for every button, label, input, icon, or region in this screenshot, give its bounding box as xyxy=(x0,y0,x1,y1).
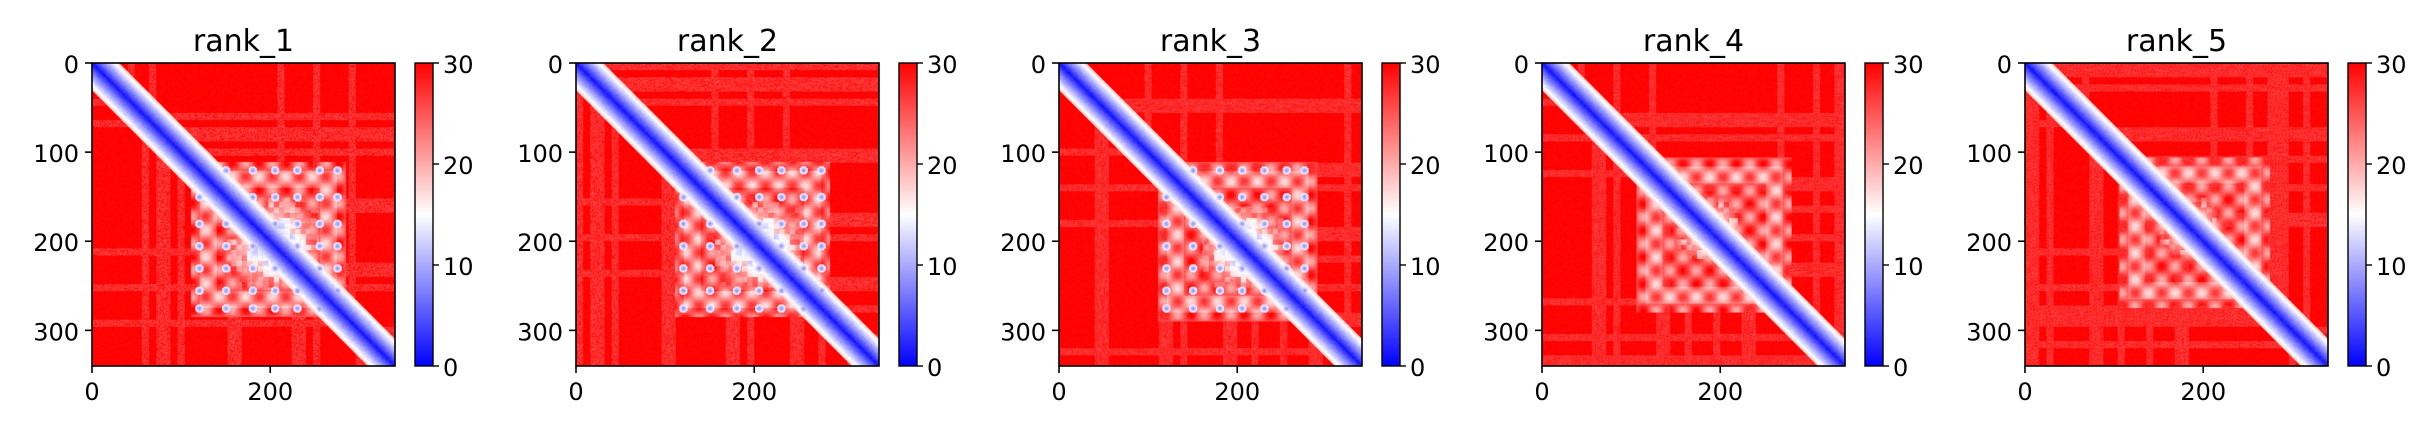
x-tick-label: 0 xyxy=(1534,378,1549,406)
y-tick-label: 300 xyxy=(1000,318,1046,346)
subplot-title: rank_4 xyxy=(1643,24,1744,59)
y-tick-label: 100 xyxy=(33,140,79,168)
subplot-title: rank_2 xyxy=(677,24,778,59)
heatmap-image xyxy=(576,63,879,366)
axes-frame xyxy=(575,62,880,367)
y-tick-label: 300 xyxy=(33,318,79,346)
colorbar-tick-label: 0 xyxy=(1410,354,1425,382)
colorbar-tick-label: 20 xyxy=(443,152,474,180)
subplot-2: rank_2 0 100 200 300 0 200 0 10 20 30 xyxy=(517,24,957,406)
colorbar xyxy=(414,62,434,367)
y-tick-label: 200 xyxy=(1966,229,2012,257)
colorbar-tick-label: 0 xyxy=(443,354,458,382)
subplot-title: rank_5 xyxy=(2126,24,2227,59)
x-tick-label: 200 xyxy=(1214,378,1260,406)
subplot-3: rank_3 0 100 200 300 0 200 0 10 20 30 xyxy=(1000,24,1440,406)
colorbar-tick-label: 10 xyxy=(1893,253,1924,281)
colorbar xyxy=(898,62,918,367)
subplot-5: rank_5 0 100 200 300 0 200 0 10 20 30 xyxy=(1966,24,2406,406)
colorbar-tick-label: 10 xyxy=(2376,253,2407,281)
colorbar-tick-label: 20 xyxy=(1893,152,1924,180)
colorbar xyxy=(1381,62,1401,367)
axes-frame xyxy=(2024,62,2329,367)
colorbar-tick-label: 20 xyxy=(1410,152,1441,180)
subplot-title: rank_1 xyxy=(193,24,294,59)
y-tick-label: 0 xyxy=(1031,51,1046,79)
colorbar xyxy=(1864,62,1884,367)
colorbar-tick-label: 10 xyxy=(443,253,474,281)
axes-frame xyxy=(1058,62,1363,367)
y-tick-label: 100 xyxy=(1000,140,1046,168)
y-tick-label: 200 xyxy=(1000,229,1046,257)
subplot-4: rank_4 0 100 200 300 0 200 0 10 20 30 xyxy=(1483,24,1923,406)
y-tick-label: 300 xyxy=(517,318,563,346)
y-tick-label: 200 xyxy=(517,229,563,257)
y-tick-label: 300 xyxy=(1483,318,1529,346)
y-tick-label: 100 xyxy=(1483,140,1529,168)
colorbar-tick-label: 20 xyxy=(927,152,958,180)
colorbar-tick-label: 30 xyxy=(927,51,958,79)
x-tick-label: 200 xyxy=(1697,378,1743,406)
y-tick-label: 200 xyxy=(1483,229,1529,257)
colorbar-tick-label: 0 xyxy=(927,354,942,382)
x-tick-label: 0 xyxy=(568,378,583,406)
colorbar-tick-label: 0 xyxy=(2376,354,2391,382)
y-tick-label: 100 xyxy=(1966,140,2012,168)
colorbar-tick-label: 30 xyxy=(443,51,474,79)
colorbar-tick-label: 30 xyxy=(1893,51,1924,79)
heatmap-image xyxy=(1059,63,1362,366)
y-tick-label: 0 xyxy=(1514,51,1529,79)
y-tick-label: 200 xyxy=(33,229,79,257)
y-tick-label: 0 xyxy=(548,51,563,79)
subplot-title: rank_3 xyxy=(1160,24,1261,59)
x-tick-label: 200 xyxy=(247,378,293,406)
x-tick-label: 0 xyxy=(2017,378,2032,406)
colorbar-tick-label: 20 xyxy=(2376,152,2407,180)
y-tick-label: 0 xyxy=(1997,51,2012,79)
x-tick-label: 0 xyxy=(1051,378,1066,406)
heatmap-image xyxy=(2025,63,2328,366)
axes-frame xyxy=(1541,62,1846,367)
subplot-1: rank_1 0 100 200 300 0 200 0 10 20 30 xyxy=(33,24,473,406)
x-tick-label: 200 xyxy=(2180,378,2226,406)
colorbar-tick-label: 10 xyxy=(1410,253,1441,281)
colorbar-tick-label: 30 xyxy=(1410,51,1441,79)
y-tick-label: 100 xyxy=(517,140,563,168)
colorbar-tick-label: 10 xyxy=(927,253,958,281)
axes-frame xyxy=(91,62,396,367)
colorbar-tick-label: 30 xyxy=(2376,51,2407,79)
x-tick-label: 0 xyxy=(84,378,99,406)
heatmap-image xyxy=(92,63,395,366)
heatmap-image xyxy=(1542,63,1845,366)
colorbar xyxy=(2347,62,2367,367)
y-tick-label: 300 xyxy=(1966,318,2012,346)
colorbar-tick-label: 0 xyxy=(1893,354,1908,382)
y-tick-label: 0 xyxy=(64,51,79,79)
x-tick-label: 200 xyxy=(731,378,777,406)
